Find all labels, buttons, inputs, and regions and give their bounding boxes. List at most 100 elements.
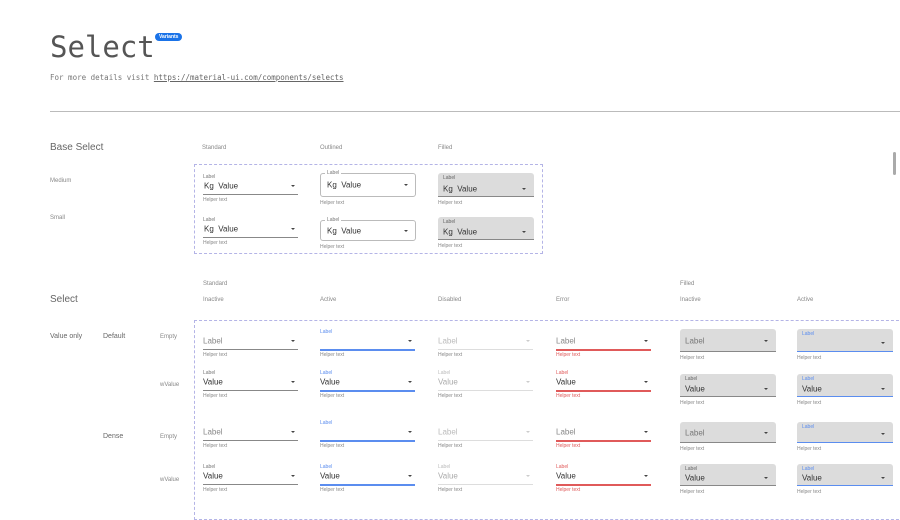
select-label: Label xyxy=(203,174,216,180)
select-label: Label xyxy=(320,370,333,376)
select-placeholder: Label xyxy=(685,428,705,437)
select-label: Label xyxy=(443,175,456,181)
select-underline xyxy=(438,390,533,391)
rowtype-wvalue: wValue xyxy=(160,382,180,388)
select-standard-error[interactable] xyxy=(556,462,651,484)
arrow-drop-down-icon xyxy=(881,477,885,479)
select-filled-active[interactable] xyxy=(797,374,893,397)
select-outlined-inactive[interactable] xyxy=(320,173,416,197)
arrow-drop-down-icon xyxy=(522,231,526,233)
helper-text: Helper text xyxy=(320,352,345,358)
docs-link[interactable]: https://material-ui.com/components/selec… xyxy=(153,73,344,82)
state-filled-inactive: Inactive xyxy=(680,297,701,303)
select-standard-disabled xyxy=(438,327,533,349)
helper-text: Helper text xyxy=(438,487,463,493)
select-value: Value xyxy=(320,471,340,481)
select-outlined-inactive[interactable] xyxy=(320,220,416,241)
select-value: Value xyxy=(685,473,705,483)
select-filled-active[interactable] xyxy=(797,422,893,443)
arrow-drop-down-icon xyxy=(291,340,295,342)
select-value: Kg Value xyxy=(443,184,478,194)
page-title: Select xyxy=(50,30,155,64)
select-underline xyxy=(320,349,415,351)
select-filled-active[interactable] xyxy=(797,464,893,486)
select-standard-active[interactable] xyxy=(320,327,415,349)
select-filled-inactive[interactable] xyxy=(680,329,776,352)
select-filled-inactive[interactable] xyxy=(680,374,776,397)
select-standard-active[interactable] xyxy=(320,462,415,484)
helper-text: Helper text xyxy=(203,487,228,493)
arrow-drop-down-icon xyxy=(881,433,885,435)
select-filled-inactive[interactable] xyxy=(438,217,534,240)
select-underline xyxy=(203,194,298,195)
select-underline xyxy=(438,484,533,485)
arrow-drop-down-icon xyxy=(408,340,412,342)
select-filled-box xyxy=(797,329,893,352)
helper-text: Helper text xyxy=(556,393,581,399)
rowtype-empty: Empty xyxy=(160,434,178,440)
select-label: Label xyxy=(802,424,815,430)
arrow-drop-down-icon xyxy=(644,431,648,433)
divider xyxy=(50,111,900,112)
select-underline xyxy=(556,440,651,442)
select-standard-error[interactable] xyxy=(556,368,651,390)
helper-text: Helper text xyxy=(680,446,705,452)
select-underline xyxy=(320,484,415,486)
arrow-drop-down-icon xyxy=(522,188,526,190)
select-filled-box xyxy=(680,374,776,397)
select-filled-box xyxy=(797,464,893,486)
select-standard-inactive[interactable] xyxy=(203,172,298,194)
select-value: Value xyxy=(802,473,822,483)
variants-badge: Variants xyxy=(155,33,183,41)
select-standard-inactive[interactable] xyxy=(203,462,298,484)
select-placeholder: Label xyxy=(685,336,705,345)
select-underline xyxy=(438,349,533,350)
helper-text: Helper text xyxy=(556,352,581,358)
helper-text: Helper text xyxy=(556,443,581,449)
state-error: Error xyxy=(556,297,570,303)
base-select-heading: Base Select xyxy=(50,142,104,153)
select-filled-inactive[interactable] xyxy=(438,173,534,197)
helper-text: Helper text xyxy=(203,240,228,246)
select-standard-active[interactable] xyxy=(320,368,415,390)
select-label: Label xyxy=(320,464,333,470)
select-label: Label xyxy=(443,219,456,225)
select-underline xyxy=(320,390,415,392)
select-underline xyxy=(438,440,533,441)
rowtype-wvalue: wValue xyxy=(160,477,180,483)
helper-text: Helper text xyxy=(680,489,705,495)
arrow-drop-down-icon xyxy=(881,342,885,344)
helper-text: Helper text xyxy=(680,400,705,406)
select-filled-inactive[interactable] xyxy=(680,422,776,443)
select-filled-inactive[interactable] xyxy=(680,464,776,486)
arrow-drop-down-icon xyxy=(408,381,412,383)
group-standard: Standard xyxy=(203,281,228,287)
select-value: Value xyxy=(685,384,705,394)
helper-text: Helper text xyxy=(438,200,463,206)
select-outline xyxy=(320,173,416,197)
select-label: Label xyxy=(325,217,342,223)
select-standard-active[interactable] xyxy=(320,418,415,440)
col-standard: Standard xyxy=(202,145,227,151)
arrow-drop-down-icon xyxy=(408,475,412,477)
select-filled-active[interactable] xyxy=(797,329,893,352)
select-standard-error[interactable] xyxy=(556,327,651,349)
category-value-only: Value only xyxy=(50,333,83,340)
arrow-drop-down-icon xyxy=(291,381,295,383)
select-standard-error[interactable] xyxy=(556,418,651,440)
helper-text: Helper text xyxy=(438,243,463,249)
select-standard-inactive[interactable] xyxy=(203,368,298,390)
helper-text: Helper text xyxy=(680,355,705,361)
select-standard-inactive[interactable] xyxy=(203,418,298,440)
select-value: Kg Value xyxy=(204,181,239,191)
select-label: Label xyxy=(203,217,216,223)
arrow-drop-down-icon xyxy=(644,475,648,477)
base-variants-frame xyxy=(194,164,543,254)
row-small: Small xyxy=(50,215,66,221)
select-standard-inactive[interactable] xyxy=(203,327,298,349)
helper-text: Helper text xyxy=(320,487,345,493)
scrollbar-thumb[interactable] xyxy=(893,152,896,175)
state-active: Active xyxy=(320,297,337,303)
select-standard-inactive[interactable] xyxy=(203,215,298,237)
select-placeholder: Label xyxy=(556,336,576,346)
